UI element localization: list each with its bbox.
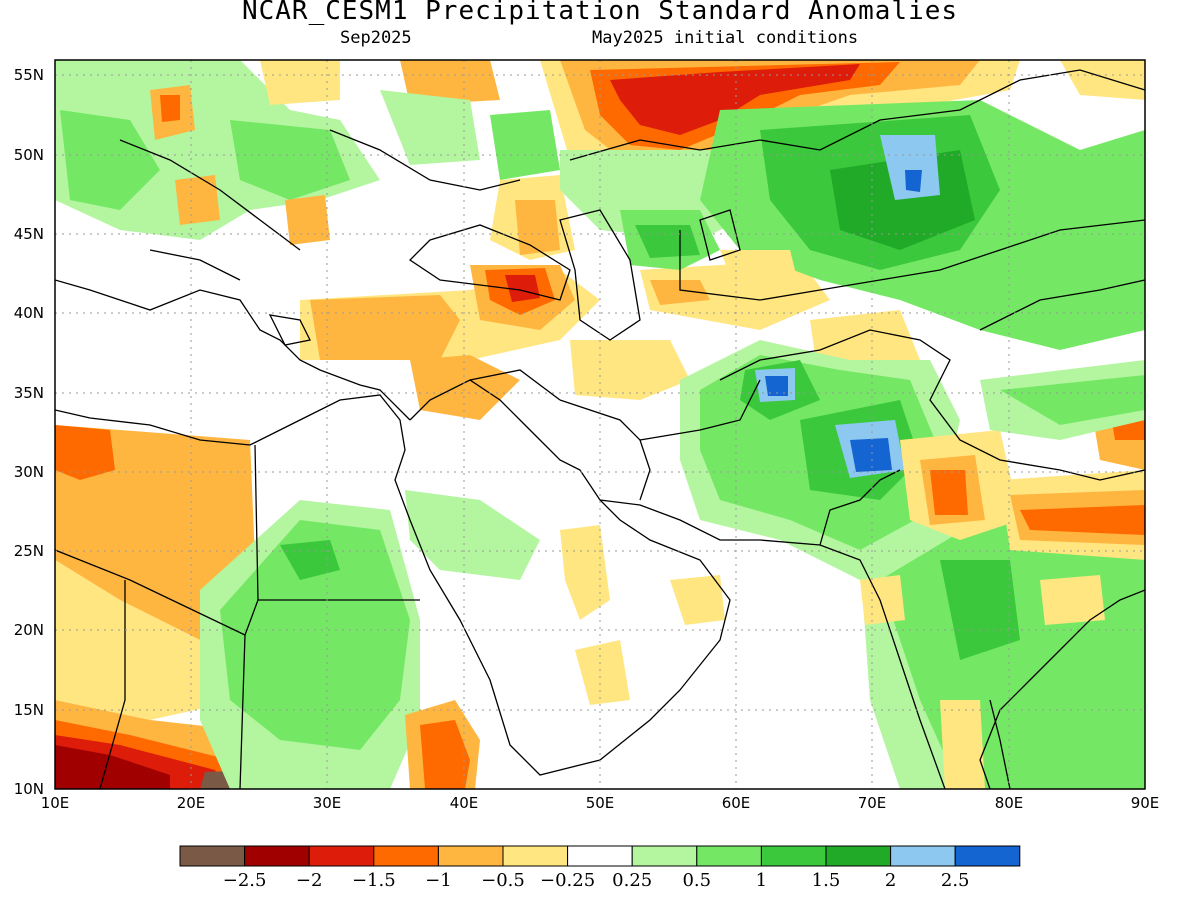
colorbar-swatch <box>954 845 1021 867</box>
colorbar-label: 0.5 <box>682 870 711 891</box>
colorbar-label: −1.5 <box>352 870 396 891</box>
colorbar-label: −0.25 <box>540 870 595 891</box>
lat-tick-label: 25N <box>14 542 44 560</box>
lat-tick-label: 35N <box>14 384 44 402</box>
lat-tick-label: 30N <box>14 463 44 481</box>
lat-tick-label: 45N <box>14 225 44 243</box>
colorbar-swatch <box>567 845 633 867</box>
graticule <box>55 60 1145 789</box>
colorbar-label: −2.5 <box>223 870 267 891</box>
map-frame <box>54 59 1146 790</box>
lat-tick-label: 10N <box>14 780 44 798</box>
lat-tick-label: 20N <box>14 621 44 639</box>
lon-tick-label: 20E <box>177 794 206 812</box>
lon-axis: 10E 20E 30E 40E 50E 60E 70E 80E 90E <box>41 794 1160 812</box>
lon-tick-label: 40E <box>450 794 479 812</box>
lon-tick-label: 70E <box>858 794 887 812</box>
colorbar-swatch <box>244 845 310 867</box>
lon-tick-label: 80E <box>995 794 1024 812</box>
colorbar-swatch <box>502 845 569 867</box>
lon-tick-label: 50E <box>586 794 615 812</box>
lat-axis: 55N 50N 45N 40N 35N 30N 25N 20N 15N 10N <box>14 66 44 798</box>
anomaly-shading <box>55 60 1145 789</box>
lat-tick-label: 50N <box>14 146 44 164</box>
lon-tick-label: 30E <box>313 794 342 812</box>
colorbar-swatch <box>373 845 439 867</box>
colorbar-label: 1.5 <box>812 870 841 891</box>
colorbar-label: 1 <box>756 870 767 891</box>
lon-tick-label: 90E <box>1131 794 1160 812</box>
colorbar-label: 0.25 <box>612 870 652 891</box>
colorbar-label: −1 <box>425 870 452 891</box>
lat-tick-label: 55N <box>14 66 44 84</box>
colorbar-swatch <box>631 845 698 867</box>
colorbar-label: 2 <box>885 870 896 891</box>
colorbar-swatch <box>308 845 375 867</box>
colorbar-swatch <box>179 845 246 867</box>
colorbar-swatch <box>696 845 762 867</box>
lon-tick-label: 10E <box>41 794 70 812</box>
initial-conditions: May2025 initial conditions <box>592 28 859 48</box>
map-title: NCAR_CESM1 Precipitation Standard Anomal… <box>241 0 959 26</box>
lat-tick-label: 40N <box>14 304 44 322</box>
colorbar-swatch <box>760 845 827 867</box>
colorbar-swatch <box>825 845 892 867</box>
colorbar-swatch <box>890 845 956 867</box>
valid-month: Sep2025 <box>340 28 412 48</box>
lon-tick-label: 60E <box>722 794 751 812</box>
colorbar-swatch <box>437 845 504 867</box>
colorbar-label: −0.5 <box>481 870 525 891</box>
colorbar-label: 2.5 <box>941 870 970 891</box>
lat-tick-label: 15N <box>14 701 44 719</box>
colorbar: −2.5 −2 −1.5 −1 −0.5 −0.25 0.25 0.5 1 1.5 2 2.5 <box>179 845 1021 891</box>
colorbar-label: −2 <box>296 870 323 891</box>
